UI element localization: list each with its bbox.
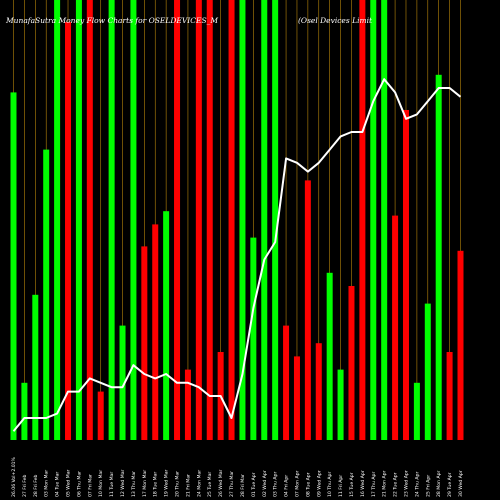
x-tick-label: 03 Thu Apr (273, 472, 279, 497)
x-tick-label: 30 Wed Apr (458, 470, 464, 497)
bar-green (272, 0, 279, 440)
bar-green (435, 74, 442, 441)
bar-red (206, 0, 213, 440)
bar-green (163, 211, 170, 440)
x-tick-label: 24 Thu Apr (414, 472, 420, 497)
chart-title: MunafaSutra Money Flow Charts for OSELDE… (5, 16, 218, 25)
x-tick-label: 11 Tue Mar (109, 472, 115, 497)
x-tick-label: 06 Thu Mar (76, 471, 82, 497)
x-tick-label: 28 Fri Feb (33, 475, 39, 497)
x-tick-label: 11 Fri Apr (338, 475, 344, 497)
x-tick-label: 27 Thu Mar (229, 471, 235, 497)
x-axis-tick-labels: 26.06 Vol+2.01% 27 Fri Feb 28 Fri Feb 03 Mo… (11, 456, 464, 497)
x-tick-label: 22 Tue Apr (393, 472, 399, 497)
bar-green (424, 303, 431, 440)
bar-green (381, 0, 388, 440)
bar-green (337, 369, 344, 440)
x-tick-label: 26 Wed Mar (218, 469, 224, 497)
bar-red (228, 0, 235, 440)
x-tick-label: 09 Wed Apr (316, 470, 322, 497)
bar-green (261, 0, 268, 440)
bar-red (293, 356, 300, 440)
bar-red (65, 22, 72, 440)
money-flow-line (12, 78, 462, 432)
x-tick-label: 21 Mon Apr (382, 470, 388, 497)
x-tick-label: 23 Wed Apr (403, 470, 409, 497)
x-tick-label: 17 Thu Apr (371, 472, 377, 497)
x-tick-label: 24 Mon Mar (196, 470, 202, 497)
x-tick-label: 01 Tue Apr (251, 472, 257, 497)
x-tick-label: 26.06 Vol+2.01% (11, 456, 17, 497)
bar-green (370, 0, 377, 440)
x-tick-label: 10 Mon Mar (98, 470, 104, 497)
x-tick-label: 12 Wed Mar (120, 469, 126, 497)
bar-red (348, 286, 355, 440)
x-tick-label: 18 Tue Mar (153, 472, 159, 497)
x-tick-label: 04 Fri Apr (284, 475, 290, 497)
bar-red (359, 0, 366, 440)
bar-green (250, 237, 257, 440)
x-tick-label: 15 Tue Apr (349, 472, 355, 497)
x-tick-label: 19 Wed Mar (164, 469, 170, 497)
bar-green (239, 0, 246, 440)
x-tick-label: 07 Fri Mar (87, 474, 93, 497)
chart-title-company: (Osel Devices Limit (298, 16, 373, 25)
x-tick-label: 04 Tue Mar (55, 472, 61, 497)
x-tick-label: 25 Tue Mar (207, 472, 213, 497)
x-tick-label: 29 Tue Apr (447, 472, 453, 497)
money-flow-line-series (12, 78, 462, 432)
x-tick-label: 13 Thu Mar (131, 471, 137, 497)
x-tick-label: 10 Thu Apr (327, 472, 333, 497)
bar-red (457, 250, 464, 440)
bar-red (446, 352, 453, 440)
bar-red (195, 0, 202, 440)
bar-green (326, 272, 333, 440)
bar-red (86, 0, 93, 440)
bar-red (141, 246, 148, 440)
x-tick-label: 07 Mon Apr (294, 470, 300, 497)
bar-green (108, 0, 115, 440)
x-tick-label: 27 Fri Feb (22, 475, 28, 497)
x-tick-label: 16 Wed Apr (360, 470, 366, 497)
bar-green (413, 382, 420, 440)
x-tick-label: 03 Mon Mar (44, 470, 50, 497)
x-tick-label: 28 Fri Mar (240, 474, 246, 497)
bar-green (10, 92, 17, 441)
bar-green (130, 0, 137, 440)
bar-red (283, 325, 290, 440)
bar-green (54, 0, 61, 440)
x-tick-label: 02 Wed Apr (262, 470, 268, 497)
x-tick-label: 21 Fri Mar (185, 474, 191, 497)
bar-red (174, 0, 181, 440)
bar-green (75, 0, 82, 440)
x-tick-label: 25 Fri Apr (425, 475, 431, 497)
bar-red (97, 391, 104, 440)
bar-green (119, 325, 126, 440)
x-tick-label: 17 Mon Mar (142, 470, 148, 497)
bar-red (402, 110, 409, 440)
bar-red (304, 180, 311, 440)
x-tick-label: 05 Wed Mar (66, 469, 72, 497)
bar-red (184, 369, 191, 440)
bar-series (10, 0, 464, 441)
bar-green (43, 149, 50, 440)
bar-red (392, 215, 399, 440)
bar-green (21, 382, 28, 440)
x-tick-label: 08 Tue Apr (305, 472, 311, 497)
bar-red (315, 343, 322, 440)
x-tick-label: 28 Mon Apr (436, 470, 442, 497)
bar-green (32, 294, 39, 440)
x-tick-label: 20 Thu Mar (175, 471, 181, 497)
bar-red (152, 224, 159, 440)
